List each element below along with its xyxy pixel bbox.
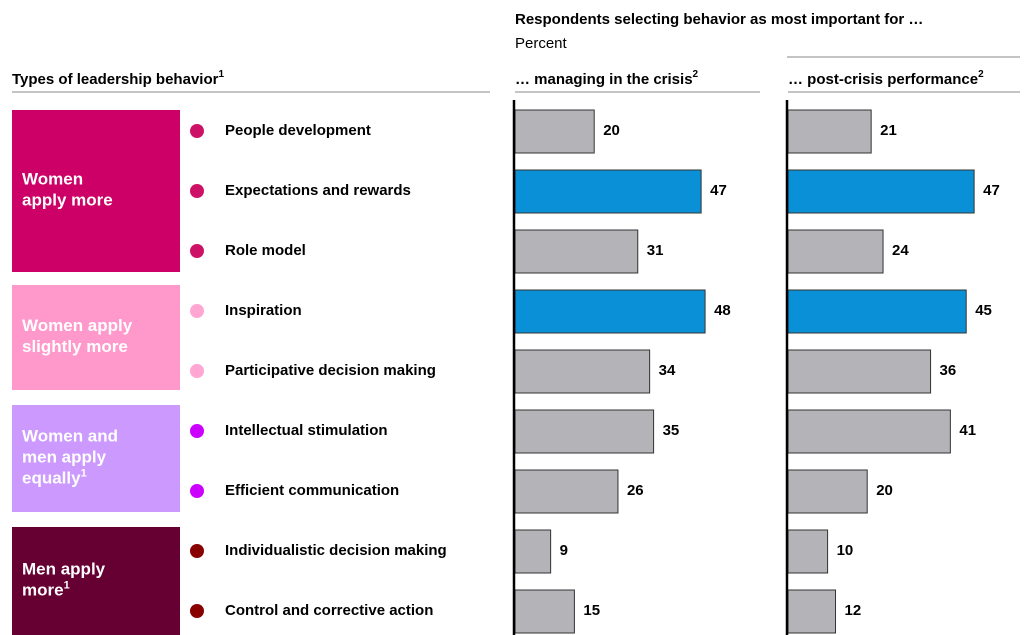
- bar: [787, 289, 967, 334]
- group-dot: [190, 364, 204, 378]
- bar: [787, 349, 932, 394]
- group-label-line: Men apply: [22, 560, 106, 579]
- group-box: [12, 527, 180, 635]
- bar: [787, 229, 884, 274]
- group-dot: [190, 124, 204, 138]
- group-label: Women apply: [22, 316, 133, 335]
- value-label: 31: [647, 242, 664, 259]
- group-label: men apply: [22, 448, 107, 467]
- bar: [787, 169, 975, 214]
- bar: [514, 109, 595, 154]
- chart-title: Respondents selecting behavior as most i…: [515, 11, 923, 28]
- series-name: … post-crisis performance: [788, 71, 978, 88]
- group-label: more1: [22, 579, 70, 600]
- group-label-line: Women and: [22, 427, 118, 446]
- category-label: Expectations and rewards: [225, 182, 411, 199]
- bar: [514, 589, 575, 634]
- footnote-marker: 2: [693, 69, 699, 80]
- chart-subtitle: Percent: [515, 35, 568, 52]
- group-label-line: Women apply: [22, 316, 133, 335]
- group-dot: [190, 484, 204, 498]
- series-header: … managing in the crisis2: [515, 69, 699, 88]
- group-label: slightly more: [22, 337, 128, 356]
- bar: [787, 589, 837, 634]
- value-label: 12: [845, 602, 862, 619]
- category-label: Inspiration: [225, 302, 302, 319]
- value-label: 21: [880, 122, 897, 139]
- footnote-marker: 1: [64, 579, 70, 591]
- value-label: 9: [560, 542, 568, 559]
- value-label: 47: [710, 182, 727, 199]
- value-label: 36: [940, 362, 957, 379]
- bar: [787, 469, 868, 514]
- category-header: Types of leadership behavior1: [12, 69, 224, 88]
- category-label: People development: [225, 122, 371, 139]
- value-label: 34: [659, 362, 676, 379]
- bar: [787, 529, 829, 574]
- group-dot: [190, 544, 204, 558]
- group-label: equally1: [22, 467, 87, 488]
- value-label: 24: [892, 242, 909, 259]
- group-label: Women and: [22, 427, 118, 446]
- category-header-text: Types of leadership behavior: [12, 71, 219, 88]
- value-label: 10: [837, 542, 854, 559]
- value-label: 20: [876, 482, 893, 499]
- value-label: 45: [975, 302, 992, 319]
- bar: [514, 229, 639, 274]
- group-label-line: slightly more: [22, 337, 128, 356]
- value-label: 35: [663, 422, 680, 439]
- value-label: 15: [583, 602, 600, 619]
- group-label: Women: [22, 170, 83, 189]
- group-dot: [190, 244, 204, 258]
- group-box: [12, 285, 180, 390]
- category-label: Efficient communication: [225, 482, 399, 499]
- group-label-line: more: [22, 581, 64, 600]
- category-label: Intellectual stimulation: [225, 422, 388, 439]
- value-label: 20: [603, 122, 620, 139]
- group-label: apply more: [22, 191, 113, 210]
- category-label: Role model: [225, 242, 306, 259]
- group-dot: [190, 304, 204, 318]
- bar: [514, 469, 619, 514]
- group-dot: [190, 604, 204, 618]
- group-box: [12, 110, 180, 272]
- bar: [787, 409, 951, 454]
- bar: [514, 529, 552, 574]
- group-label: Men apply: [22, 560, 106, 579]
- value-label: 26: [627, 482, 644, 499]
- value-label: 48: [714, 302, 731, 319]
- bar: [787, 109, 872, 154]
- footnote-marker: 1: [81, 467, 87, 479]
- bar: [514, 349, 651, 394]
- bar: [514, 409, 655, 454]
- group-label-line: Women: [22, 170, 83, 189]
- group-label-line: apply more: [22, 191, 113, 210]
- value-label: 41: [959, 422, 976, 439]
- category-label: Control and corrective action: [225, 602, 433, 619]
- group-box: [12, 405, 180, 512]
- value-label: 47: [983, 182, 1000, 199]
- group-dot: [190, 184, 204, 198]
- series-name: … managing in the crisis: [515, 71, 693, 88]
- category-label: Participative decision making: [225, 362, 436, 379]
- series-header: … post-crisis performance2: [788, 69, 984, 88]
- group-dot: [190, 424, 204, 438]
- bar: [514, 289, 706, 334]
- footnote-marker: 1: [218, 69, 224, 80]
- group-label-line: men apply: [22, 448, 107, 467]
- bar: [514, 169, 702, 214]
- category-label: Individualistic decision making: [225, 542, 447, 559]
- footnote-marker: 2: [978, 69, 984, 80]
- group-label-line: equally: [22, 469, 81, 488]
